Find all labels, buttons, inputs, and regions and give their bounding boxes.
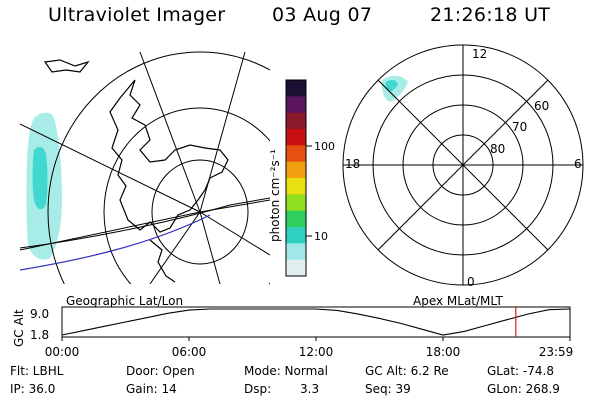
aurora-emission-map — [26, 112, 62, 260]
filter-info: Flt: LBHL — [10, 364, 64, 378]
mlat-label-70: 70 — [512, 120, 527, 134]
mlt-label-18: 18 — [345, 157, 360, 171]
mlt-label-0: 0 — [467, 275, 475, 289]
colorbar-tick-high: 100 — [314, 140, 335, 153]
colorbar-tick-low: 10 — [314, 230, 328, 243]
date-label: 03 Aug 07 — [272, 4, 373, 26]
mlat-label-60: 60 — [534, 99, 549, 113]
colorbar-cell — [286, 161, 306, 179]
strip-x-tick-label: 06:00 — [172, 345, 207, 359]
color-bar: 100 10 photon cm⁻²s⁻¹ — [268, 79, 335, 277]
colorbar-cell — [286, 227, 306, 244]
coastline-shape — [109, 79, 229, 233]
colorbar-cell — [286, 243, 306, 261]
colorbar-unit-label: photon cm⁻²s⁻¹ — [268, 149, 282, 242]
aurora-emission-polar — [381, 75, 408, 102]
dsp-value: 3.3 — [300, 382, 320, 396]
title-bar: Ultraviolet Imager 03 Aug 07 21:26:18 UT — [0, 4, 600, 28]
mlat-label-80: 80 — [490, 142, 505, 156]
strip-x-tick-label: 12:00 — [299, 345, 334, 359]
strip-y-label: GC Alt — [12, 309, 26, 347]
strip-y-tick-low: 1.8 — [30, 328, 49, 342]
ip-info: IP: 36.0 — [10, 382, 56, 396]
glon-info: GLon: 268.9 — [487, 382, 560, 396]
time-label: 21:26:18 UT — [430, 4, 551, 26]
mode-info: Mode: Normal — [244, 364, 328, 378]
geographic-map — [20, 51, 270, 284]
door-info: Door: Open — [126, 364, 195, 378]
geo-map-label: Geographic Lat/Lon — [66, 294, 183, 308]
strip-x-tick-label: 18:00 — [426, 345, 461, 359]
altitude-strip: Geographic Lat/Lon Apex MLat/MLT GC Alt … — [12, 294, 573, 359]
altitude-curve — [61, 308, 570, 336]
colorbar-cell — [286, 259, 306, 277]
orbit-track — [20, 214, 211, 271]
gain-info: Gain: 14 — [126, 382, 177, 396]
colorbar-cell — [286, 129, 306, 146]
colorbar-cell — [286, 178, 306, 195]
strip-x-tick-label: 00:00 — [45, 345, 80, 359]
colorbar-cell — [286, 194, 306, 212]
instrument-title: Ultraviolet Imager — [48, 4, 226, 26]
colorbar-cell — [286, 145, 306, 163]
glat-info: GLat: -74.8 — [487, 364, 554, 378]
dsp-label: Dsp: — [244, 382, 272, 396]
colorbar-cell — [286, 210, 306, 228]
polar-plot — [342, 44, 584, 286]
strip-x-tick-label: 23:59 — [539, 345, 574, 359]
strip-y-tick-high: 9.0 — [30, 307, 49, 321]
mlt-label-12: 12 — [472, 47, 487, 61]
colorbar-cell — [286, 112, 306, 130]
mlt-label-6: 6 — [574, 157, 582, 171]
polar-labels: 12 0 18 6 60 70 80 — [345, 47, 582, 289]
seq-info: Seq: 39 — [365, 382, 411, 396]
colorbar-cell — [286, 96, 306, 114]
colorbar-cell — [286, 80, 306, 97]
gc-alt-info: GC Alt: 6.2 Re — [365, 364, 449, 378]
polar-plot-label: Apex MLat/MLT — [413, 294, 503, 308]
